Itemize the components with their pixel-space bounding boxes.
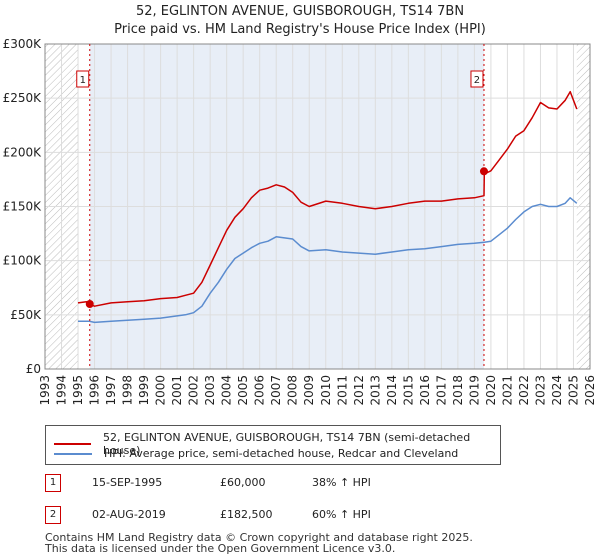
x-tick-label: 1999 xyxy=(137,375,151,406)
x-tick-label: 1998 xyxy=(121,375,135,406)
legend-swatch-property xyxy=(54,443,91,445)
sale-number-label: 2 xyxy=(474,75,480,86)
x-tick-label: 2011 xyxy=(335,375,349,406)
x-tick-label: 1996 xyxy=(88,375,102,406)
y-tick-label: £200K xyxy=(3,145,43,159)
x-tick-label: 2005 xyxy=(236,375,250,406)
legend-label-property: 52, EGLINTON AVENUE, GUISBOROUGH, TS14 7… xyxy=(102,431,471,457)
hpi-series-line xyxy=(78,197,578,324)
y-tick-label: £300K xyxy=(3,37,43,51)
x-tick-label: 2017 xyxy=(434,375,448,406)
sale-price: £182,500 xyxy=(220,508,273,521)
plot-border xyxy=(44,43,591,370)
x-tick-label: 1995 xyxy=(71,375,85,406)
x-tick-label: 2014 xyxy=(385,375,399,406)
x-tick-label: 1993 xyxy=(38,375,52,406)
x-tick-label: 2018 xyxy=(451,375,465,406)
x-tick-label: 2008 xyxy=(286,375,300,406)
legend-item-hpi: HPI: Average price, semi-detached house,… xyxy=(54,447,458,460)
x-tick-label: 2009 xyxy=(302,375,316,406)
y-tick-label: £150K xyxy=(3,200,43,214)
y-tick-label: £250K xyxy=(3,91,43,105)
x-tick-label: 2026 xyxy=(583,375,597,406)
x-tick-label: 2003 xyxy=(203,375,217,406)
y-tick-label: £100K xyxy=(3,254,43,268)
sale-price: £60,000 xyxy=(220,476,266,489)
x-tick-label: 2000 xyxy=(154,375,168,406)
sale-marker: 1 xyxy=(45,474,61,492)
sale-hpi-change: 38% ↑ HPI xyxy=(312,476,371,489)
x-tick-label: 2025 xyxy=(566,375,580,406)
footer: Contains HM Land Registry data © Crown c… xyxy=(45,532,473,554)
x-tick-label: 1997 xyxy=(104,375,118,406)
sale-number-box xyxy=(76,70,90,88)
x-tick-label: 2021 xyxy=(500,375,514,406)
legend-label-hpi: HPI: Average price, semi-detached house,… xyxy=(104,447,459,460)
sale-hpi-change: 60% ↑ HPI xyxy=(312,508,371,521)
x-tick-label: 2010 xyxy=(319,375,333,406)
x-tick-label: 2024 xyxy=(550,375,564,406)
legend-swatch-hpi xyxy=(54,452,92,455)
x-tick-label: 2019 xyxy=(467,375,481,406)
sale-row: 1 15-SEP-1995 £60,000 38% ↑ HPI xyxy=(45,474,445,492)
property-series-line xyxy=(77,90,578,307)
sale-row: 2 02-AUG-2019 £182,500 60% ↑ HPI xyxy=(45,506,445,524)
y-tick-label: £50K xyxy=(10,308,42,322)
x-tick-label: 2007 xyxy=(269,375,283,406)
sale-date: 02-AUG-2019 xyxy=(92,508,166,521)
sale-marker: 2 xyxy=(45,506,61,524)
chart-title-line2: Price paid vs. HM Land Registry's House … xyxy=(114,22,486,37)
legend-item-property: 52, EGLINTON AVENUE, GUISBOROUGH, TS14 7… xyxy=(54,431,500,457)
x-tick-label: 2013 xyxy=(368,375,382,406)
y-tick-label: £0 xyxy=(26,362,41,376)
x-tick-label: 2020 xyxy=(484,375,498,406)
x-tick-label: 2016 xyxy=(418,375,432,406)
x-tick-label: 2022 xyxy=(517,375,531,406)
x-tick-label: 2012 xyxy=(352,375,366,406)
sale-point xyxy=(479,167,488,176)
footer-licence: This data is licensed under the Open Gov… xyxy=(45,542,396,555)
legend: 52, EGLINTON AVENUE, GUISBOROUGH, TS14 7… xyxy=(45,425,501,465)
sale-number-label: 1 xyxy=(80,75,86,86)
sale-number-box xyxy=(470,70,484,88)
sale-point xyxy=(85,300,94,308)
x-tick-label: 2006 xyxy=(253,375,267,406)
x-tick-label: 2015 xyxy=(401,375,415,406)
sale-date: 15-SEP-1995 xyxy=(92,476,163,489)
chart-title-line1: 52, EGLINTON AVENUE, GUISBOROUGH, TS14 7… xyxy=(135,4,465,19)
x-tick-label: 2004 xyxy=(220,375,234,406)
x-tick-label: 2001 xyxy=(170,375,184,406)
x-tick-label: 1994 xyxy=(55,375,69,406)
x-tick-label: 2002 xyxy=(187,375,201,406)
x-tick-label: 2023 xyxy=(533,375,547,406)
footer-copyright: Contains HM Land Registry data © Crown c… xyxy=(45,531,473,544)
